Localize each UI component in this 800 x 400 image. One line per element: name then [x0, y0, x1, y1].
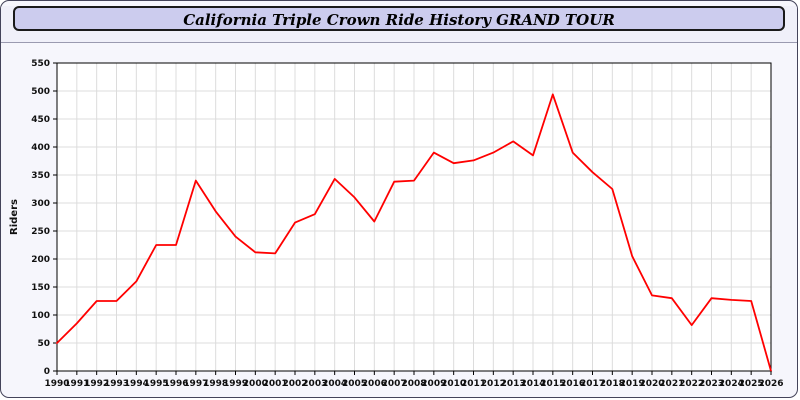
x-tick-label: 2008 [401, 379, 426, 389]
x-tick-label: 2010 [441, 379, 466, 389]
x-tick-label: 2016 [560, 379, 585, 389]
chart-title-bar: California Triple Crown Ride History GRA… [13, 6, 785, 31]
x-tick-label: 2005 [342, 379, 367, 389]
x-tick-label: 2011 [461, 379, 486, 389]
x-tick-label: 2015 [540, 379, 565, 389]
riders-line-chart: 0501001502002503003504004505005501990199… [9, 59, 784, 389]
x-tick-label: 2018 [600, 379, 625, 389]
x-tick-label: 2001 [263, 379, 288, 389]
x-tick-label: 1999 [223, 379, 248, 389]
y-tick-label: 550 [31, 59, 50, 69]
y-tick-label: 350 [31, 171, 50, 181]
y-tick-label: 150 [31, 283, 50, 293]
y-tick-label: 0 [44, 367, 50, 377]
y-axis-label: Riders [9, 199, 20, 235]
x-tick-label: 1996 [163, 379, 188, 389]
x-tick-label: 2022 [679, 379, 704, 389]
y-tick-label: 250 [31, 227, 50, 237]
x-tick-label: 1992 [84, 379, 109, 389]
x-tick-label: 2020 [639, 379, 664, 389]
chart-area: 0 50 100 150 200 250 300 350 400 450 500 550 1990 199… [1, 43, 797, 397]
y-tick-label: 300 [31, 199, 50, 209]
x-tick-label: 2017 [580, 379, 605, 389]
y-tick-label: 100 [31, 311, 50, 321]
x-tick-label: 2021 [659, 379, 684, 389]
x-tick-label: 1994 [124, 379, 149, 389]
x-tick-label: 2004 [322, 379, 347, 389]
y-tick-label: 400 [31, 143, 50, 153]
x-tick-label: 2012 [481, 379, 506, 389]
y-tick-label: 200 [31, 255, 50, 265]
x-tick-label: 2019 [620, 379, 645, 389]
page-title: California Triple Crown Ride History GRA… [183, 11, 615, 29]
x-tick-label: 1998 [203, 379, 228, 389]
y-tick-label: 50 [37, 339, 50, 349]
x-tick-label: 2014 [520, 379, 545, 389]
x-tick-label: 2024 [719, 379, 744, 389]
x-tick-label: 2026 [758, 379, 783, 389]
x-tick-label: 2009 [421, 379, 446, 389]
header-strip: California Triple Crown Ride History GRA… [1, 6, 797, 43]
x-tick-label: 2006 [362, 379, 387, 389]
riders-line-series [56, 93, 772, 372]
x-tick-label: 2013 [501, 379, 526, 389]
x-tick-label: 1993 [104, 379, 129, 389]
x-tick-label: 2003 [302, 379, 327, 389]
y-tick-label: 450 [31, 115, 50, 125]
x-tick-label: 1990 [44, 379, 69, 389]
x-tick-label: 1995 [144, 379, 169, 389]
x-tick-label: 1991 [64, 379, 89, 389]
x-tick-label: 2007 [382, 379, 407, 389]
x-tick-label: 2000 [243, 379, 268, 389]
x-tick-label: 1997 [183, 379, 208, 389]
x-tick-label: 2002 [282, 379, 307, 389]
x-tick-label: 2023 [699, 379, 724, 389]
y-tick-label: 500 [31, 87, 50, 97]
x-tick-label: 2025 [739, 379, 764, 389]
